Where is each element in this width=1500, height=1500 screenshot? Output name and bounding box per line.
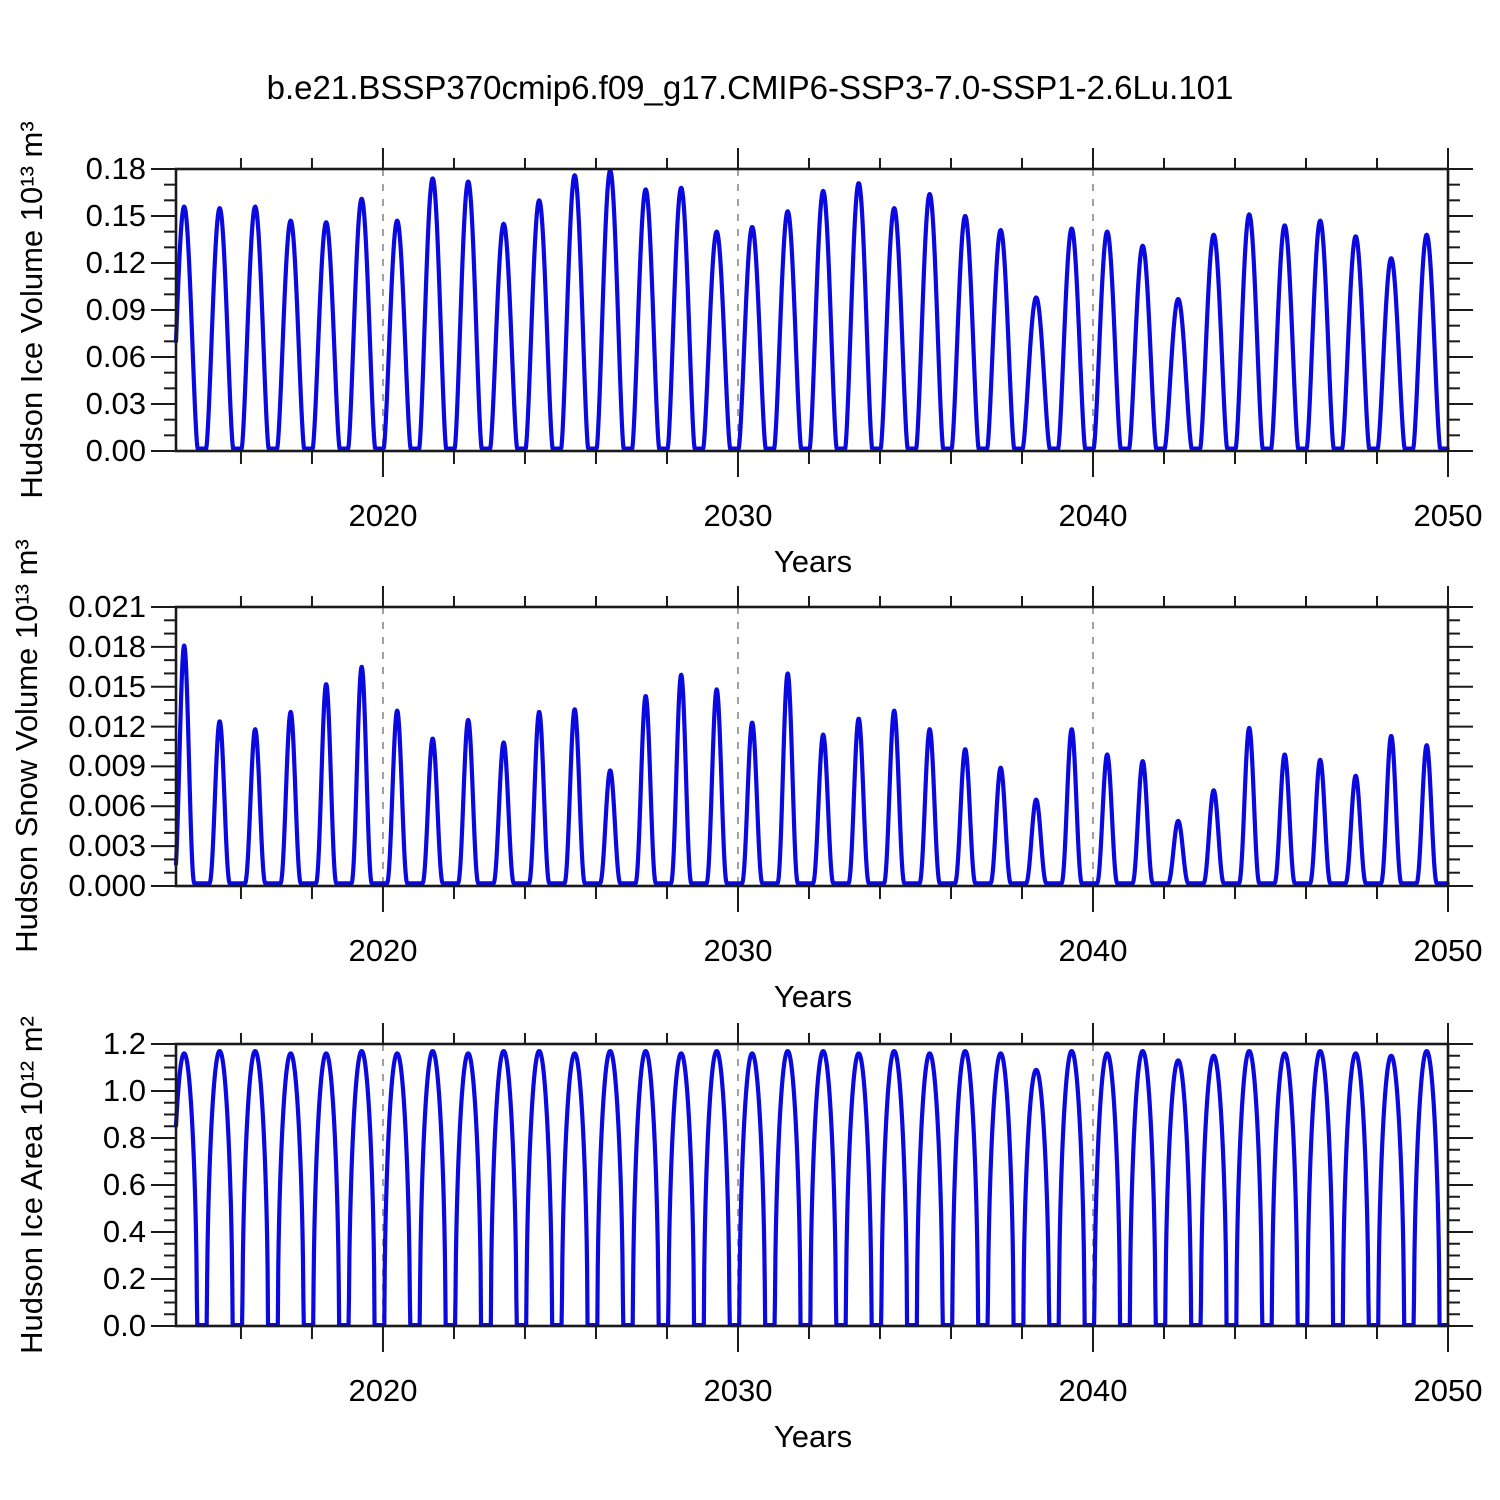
y-tick-label: 0.06	[85, 339, 146, 374]
y-tick-label: 0.018	[68, 628, 146, 664]
y-tick-label: 1.2	[102, 1026, 146, 1061]
x-tick-label: 2020	[348, 933, 418, 968]
x-tick-label: 2040	[1058, 498, 1128, 533]
x-tick-label: 2040	[1058, 933, 1128, 968]
ice-volume-series-line	[173, 168, 1450, 451]
y-tick-label: 0.00	[85, 433, 146, 468]
y-tick-label: 0.009	[68, 748, 146, 784]
snow-volume-series-line	[173, 643, 1450, 886]
figure-title: b.e21.BSSP370cmip6.f09_g17.CMIP6-SSP3-7.…	[266, 69, 1234, 106]
y-tick-label: 0.2	[102, 1261, 146, 1296]
y-tick-label: 0.000	[68, 868, 146, 903]
x-tick-label: 2050	[1413, 1373, 1483, 1408]
x-tick-label: 2020	[348, 1373, 418, 1408]
y-tick-label: 0.015	[68, 668, 146, 704]
y-tick-label: 0.18	[85, 151, 146, 186]
panel-snow-volume	[151, 586, 1473, 912]
y-tick-label: 0.6	[102, 1167, 146, 1202]
x-tick-label: 2030	[703, 498, 773, 533]
x-axis-label-years-panel1: Years	[773, 544, 853, 579]
x-axis-label-years-panel3: Years	[773, 1419, 853, 1454]
y-tick-label: 0.006	[68, 788, 146, 824]
y-tick-label: 0.8	[102, 1120, 146, 1155]
y-tick-label: 0.15	[85, 198, 146, 233]
plot-frame	[174, 605, 1450, 888]
x-tick-label: 2050	[1413, 498, 1483, 533]
x-tick-label: 2030	[703, 1373, 773, 1408]
panel-ice-volume	[151, 148, 1473, 477]
x-tick-label: 2020	[348, 498, 418, 533]
y-tick-label: 0.021	[68, 589, 146, 624]
x-tick-label: 2040	[1058, 1373, 1128, 1408]
x-axis-label-years-panel2: Years	[773, 979, 853, 1014]
y-tick-label: 0.12	[85, 245, 146, 280]
y-tick-label: 0.09	[85, 292, 146, 327]
x-tick-label: 2030	[703, 933, 773, 968]
y-tick-label: 0.012	[68, 708, 146, 744]
panel-ice-area	[151, 1023, 1473, 1352]
y-tick-label: 1.0	[102, 1073, 146, 1108]
y-tick-label: 0.03	[85, 386, 146, 421]
x-tick-label: 2050	[1413, 933, 1483, 968]
y-tick-label: 0.003	[68, 828, 146, 864]
y-tick-label: 0.4	[102, 1214, 146, 1249]
y-tick-label: 0.0	[102, 1308, 146, 1343]
ice-area-series-line	[173, 1048, 1450, 1328]
